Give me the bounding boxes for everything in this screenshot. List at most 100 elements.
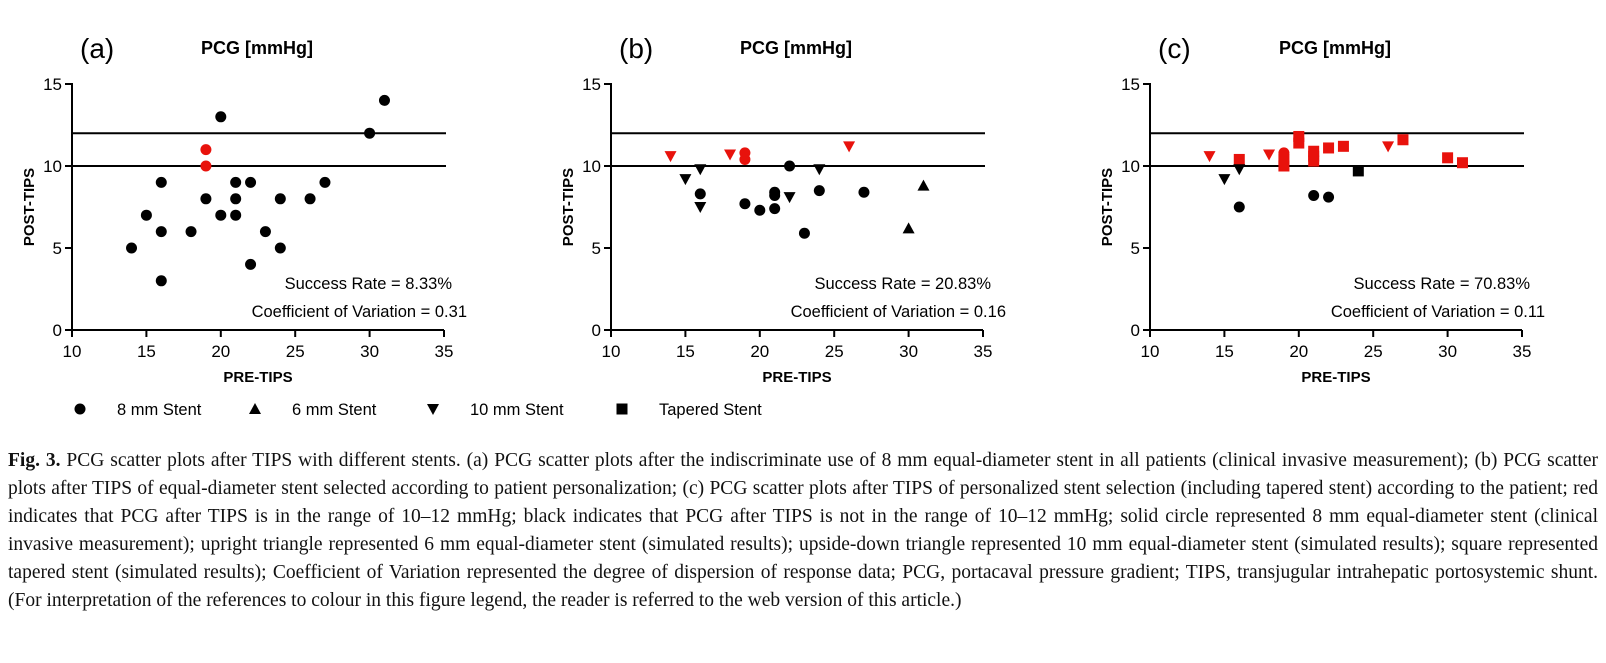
y-tick-label: 5 xyxy=(592,239,601,258)
data-point xyxy=(230,176,242,188)
x-tick-label: 10 xyxy=(1141,342,1160,361)
data-point xyxy=(230,193,242,205)
data-point xyxy=(1456,157,1468,169)
data-point xyxy=(274,193,286,205)
data-point xyxy=(813,185,825,197)
y-tick-label: 5 xyxy=(53,239,62,258)
x-tick-label: 25 xyxy=(286,342,305,361)
success-rate-annotation: Success Rate = 8.33% xyxy=(285,275,453,293)
data-point xyxy=(739,153,751,165)
x-tick-label: 20 xyxy=(211,342,230,361)
data-point xyxy=(378,94,390,106)
data-point xyxy=(126,242,138,254)
x-tick-label: 15 xyxy=(676,342,695,361)
panel-label: (c) xyxy=(1158,33,1191,64)
chart-title: PCG [mmHg] xyxy=(1279,38,1391,58)
data-point xyxy=(1233,153,1245,165)
data-point xyxy=(917,179,930,191)
x-tick-label: 35 xyxy=(974,342,993,361)
data-point xyxy=(364,127,376,139)
y-tick-label: 15 xyxy=(43,75,62,94)
x-tick-label: 35 xyxy=(435,342,454,361)
data-point xyxy=(304,193,316,205)
legend-label: 8 mm Stent xyxy=(117,401,202,419)
x-tick-label: 20 xyxy=(750,342,769,361)
data-point xyxy=(1308,190,1320,202)
data-point xyxy=(200,144,212,156)
y-axis-label: POST-TIPS xyxy=(560,168,577,246)
data-point xyxy=(215,111,227,123)
y-tick-label: 5 xyxy=(1131,239,1140,258)
chart-title: PCG [mmHg] xyxy=(201,38,313,58)
data-point xyxy=(1263,149,1276,161)
data-point xyxy=(215,209,227,221)
data-point xyxy=(155,275,167,287)
x-tick-label: 10 xyxy=(63,342,82,361)
panel-label: (b) xyxy=(619,33,653,64)
data-point xyxy=(769,203,781,215)
data-point xyxy=(200,193,212,205)
y-tick-label: 10 xyxy=(43,157,62,176)
data-point xyxy=(679,174,692,186)
scatter-panel: (c) PCG [mmHg] 0 5 10 15 10 15 20 25 30 35 PRE-TIPS P… xyxy=(1099,33,1545,386)
data-point xyxy=(1218,174,1231,186)
legend-label: Tapered Stent xyxy=(659,401,762,419)
data-point xyxy=(694,164,707,176)
data-point xyxy=(1203,151,1216,163)
x-tick-label: 35 xyxy=(1513,342,1532,361)
x-axis-label: PRE-TIPS xyxy=(1301,369,1370,386)
y-axis-label: POST-TIPS xyxy=(21,168,38,246)
x-tick-label: 15 xyxy=(1215,342,1234,361)
data-point xyxy=(319,176,331,188)
legend-marker xyxy=(427,404,439,415)
legend-marker xyxy=(249,403,261,414)
data-point xyxy=(783,192,796,204)
y-tick-label: 0 xyxy=(592,321,601,340)
data-point xyxy=(784,160,796,172)
y-tick-label: 10 xyxy=(1121,157,1140,176)
legend-label: 6 mm Stent xyxy=(292,401,377,419)
y-axis-label: POST-TIPS xyxy=(1099,168,1116,246)
y-tick-label: 15 xyxy=(582,75,601,94)
data-point xyxy=(858,186,870,198)
x-axis-label: PRE-TIPS xyxy=(762,369,831,386)
scatter-panel: (b) PCG [mmHg] 0 5 10 15 10 15 20 25 30 35 PRE-TIPS P… xyxy=(560,33,1006,386)
data-point xyxy=(1442,152,1454,164)
legend-marker xyxy=(616,403,628,415)
data-point xyxy=(1278,153,1290,165)
success-rate-annotation: Success Rate = 20.83% xyxy=(814,275,991,293)
scatter-panel: (a) PCG [mmHg] 0 5 10 15 10 15 20 25 30 35 PRE-TIPS P… xyxy=(21,33,467,386)
caption-label: Fig. 3. xyxy=(8,450,61,471)
data-point xyxy=(694,188,706,200)
x-tick-label: 25 xyxy=(1364,342,1383,361)
y-tick-label: 10 xyxy=(582,157,601,176)
legend-label: 10 mm Stent xyxy=(470,401,564,419)
x-tick-label: 30 xyxy=(899,342,918,361)
y-tick-label: 0 xyxy=(1131,321,1140,340)
cv-annotation: Coefficient of Variation = 0.11 xyxy=(1331,303,1545,321)
cv-annotation: Coefficient of Variation = 0.31 xyxy=(252,303,467,321)
data-point xyxy=(185,226,197,238)
y-tick-label: 0 xyxy=(53,321,62,340)
data-point xyxy=(813,164,826,176)
data-point xyxy=(245,258,257,270)
data-point xyxy=(1337,140,1349,152)
data-point xyxy=(1293,137,1305,149)
y-tick-label: 15 xyxy=(1121,75,1140,94)
data-point xyxy=(274,242,286,254)
panel-label: (a) xyxy=(80,33,114,64)
data-point xyxy=(798,227,810,239)
chart-title: PCG [mmHg] xyxy=(740,38,852,58)
data-point xyxy=(1323,191,1335,203)
data-point xyxy=(200,160,212,172)
data-point xyxy=(694,202,707,213)
caption-text: PCG scatter plots after TIPS with differ… xyxy=(8,450,1598,611)
x-tick-label: 15 xyxy=(137,342,156,361)
x-axis-label: PRE-TIPS xyxy=(223,369,292,386)
data-point xyxy=(724,149,737,161)
x-tick-label: 30 xyxy=(1438,342,1457,361)
data-point xyxy=(1323,142,1335,154)
data-point xyxy=(1233,201,1245,213)
data-point xyxy=(1233,164,1246,176)
data-point xyxy=(1293,130,1305,142)
